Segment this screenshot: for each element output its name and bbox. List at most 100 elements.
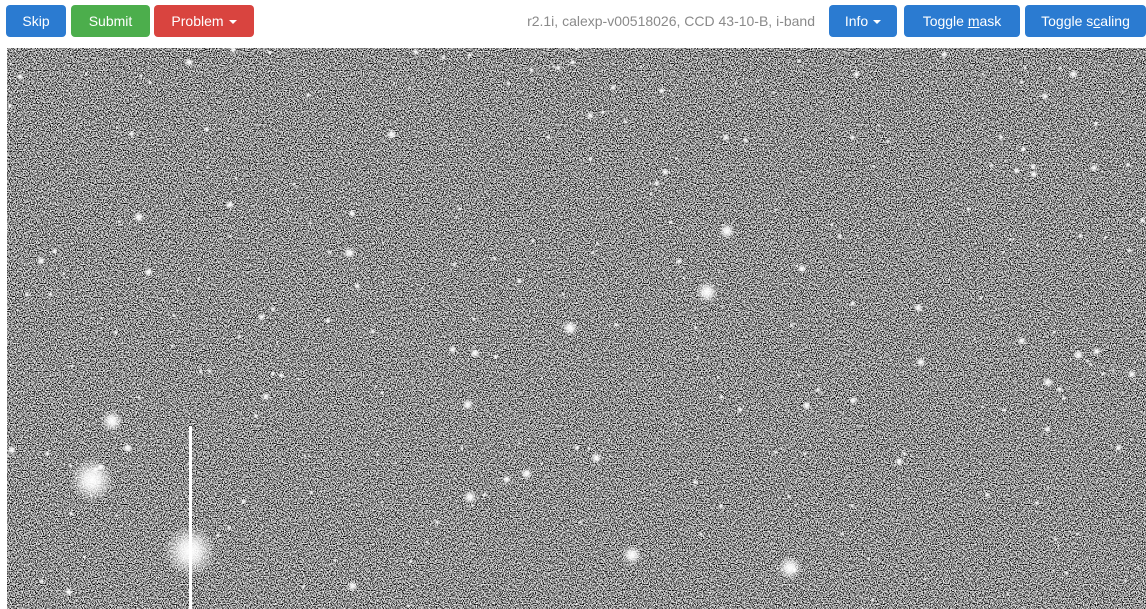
star <box>591 250 596 255</box>
star <box>1089 362 1093 367</box>
star <box>980 72 985 76</box>
toolbar: Skip Submit Problem r2.1i, calexp-v00518… <box>0 0 1146 46</box>
star <box>623 119 629 125</box>
problem-button[interactable]: Problem <box>154 5 254 37</box>
star <box>1100 371 1106 377</box>
star <box>528 67 535 74</box>
star <box>814 386 822 393</box>
star <box>240 498 247 505</box>
star <box>215 532 221 538</box>
sky-image[interactable] <box>7 48 1146 609</box>
star <box>275 340 279 345</box>
star <box>233 175 239 181</box>
star <box>309 490 314 495</box>
toggle-mask-button[interactable]: Toggle mask <box>904 5 1020 37</box>
star <box>1056 544 1061 548</box>
star <box>736 406 744 413</box>
star <box>1051 329 1057 335</box>
star <box>7 103 13 109</box>
star <box>408 558 414 564</box>
star <box>545 134 552 141</box>
star <box>196 277 201 281</box>
star <box>128 130 136 138</box>
star <box>391 65 396 69</box>
star <box>380 500 384 504</box>
star <box>273 188 278 192</box>
star <box>207 368 213 374</box>
star <box>64 587 74 597</box>
star <box>407 85 412 90</box>
star <box>434 519 441 526</box>
star <box>681 276 686 281</box>
star <box>278 372 285 379</box>
button-label: Toggle mask <box>922 13 1002 29</box>
star <box>61 271 66 276</box>
button-label: Skip <box>22 13 50 29</box>
star <box>1077 233 1084 239</box>
star <box>1127 369 1137 379</box>
star <box>394 461 398 465</box>
star <box>138 73 144 79</box>
star <box>1012 167 1021 175</box>
skip-button[interactable]: Skip <box>6 5 66 37</box>
submit-button[interactable]: Submit <box>71 5 150 37</box>
star <box>802 451 807 456</box>
star <box>386 129 397 140</box>
star <box>192 335 196 339</box>
star <box>661 167 670 176</box>
toggle-scaling-button[interactable]: Toggle scaling <box>1025 5 1146 37</box>
star <box>448 345 458 355</box>
star <box>308 221 313 225</box>
star <box>965 206 971 212</box>
star <box>236 334 242 340</box>
star <box>374 385 378 389</box>
star <box>348 209 357 218</box>
star <box>412 48 420 56</box>
info-button[interactable]: Info <box>829 5 897 37</box>
star <box>116 219 122 225</box>
star <box>573 48 580 51</box>
star <box>1136 565 1140 569</box>
star <box>1111 368 1116 373</box>
star <box>115 125 120 130</box>
star <box>778 556 802 580</box>
star <box>252 412 260 420</box>
star <box>551 64 555 68</box>
star <box>492 256 498 262</box>
star <box>332 558 338 563</box>
star <box>1089 163 1099 173</box>
star <box>609 84 617 91</box>
button-label: Problem <box>171 13 224 29</box>
star <box>1019 79 1024 85</box>
bleed-trail <box>189 426 192 609</box>
star <box>973 48 978 52</box>
star <box>1029 170 1038 179</box>
star <box>319 490 323 494</box>
star <box>369 328 376 335</box>
star <box>469 347 481 359</box>
star <box>894 456 904 467</box>
star <box>492 353 499 360</box>
star <box>773 450 778 455</box>
star <box>303 454 307 458</box>
star <box>1061 395 1067 401</box>
star <box>997 134 1005 141</box>
star <box>530 238 536 244</box>
star <box>696 355 700 359</box>
star <box>481 492 487 498</box>
star <box>718 503 724 510</box>
star <box>797 263 807 274</box>
star <box>940 50 948 59</box>
star <box>451 262 457 268</box>
star <box>16 72 24 81</box>
star <box>1046 485 1051 490</box>
star <box>600 109 606 115</box>
star <box>353 282 361 290</box>
star <box>99 316 104 321</box>
star <box>772 90 776 94</box>
star <box>170 343 174 348</box>
star <box>649 192 654 197</box>
star <box>1001 250 1006 255</box>
star <box>346 580 359 592</box>
star <box>1042 376 1054 388</box>
